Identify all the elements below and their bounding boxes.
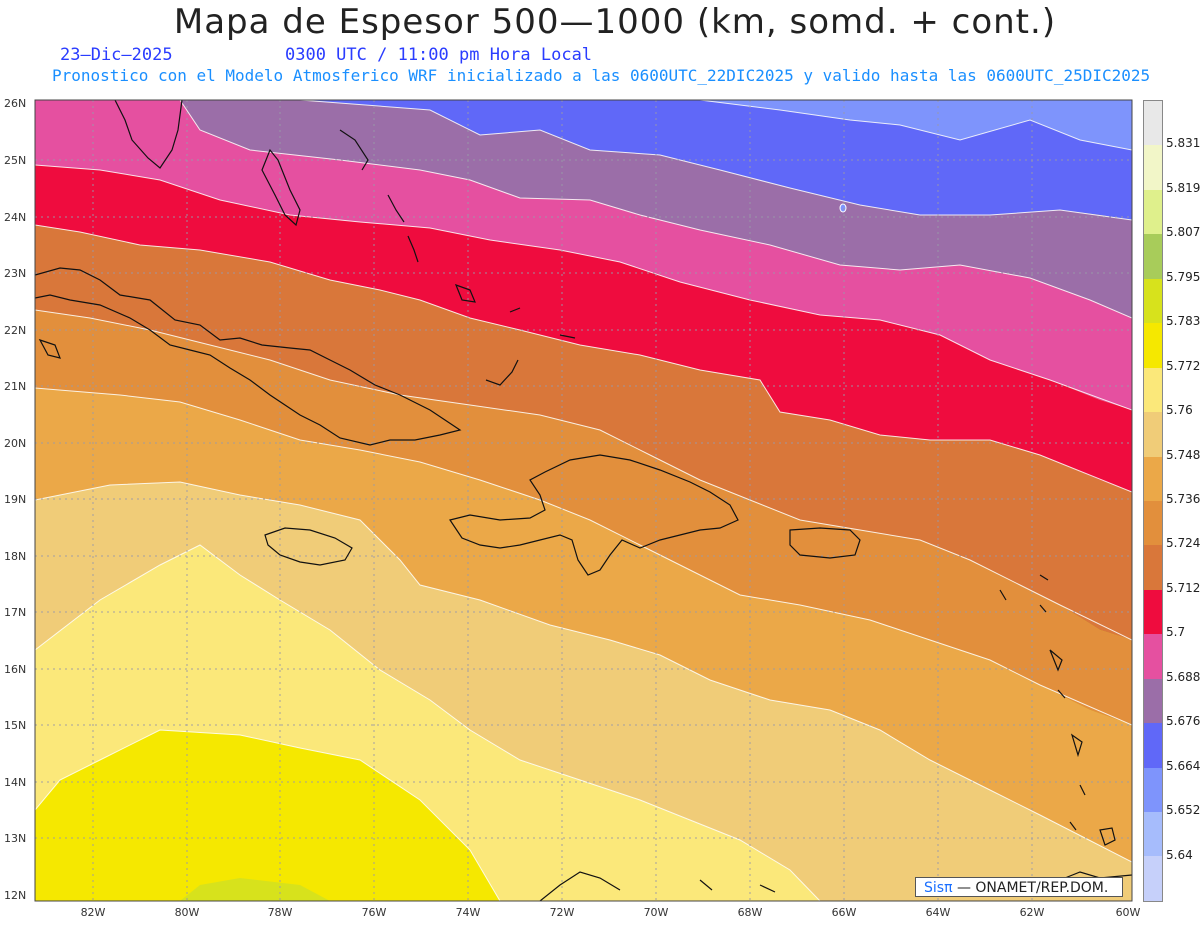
colorbar-swatch <box>1144 367 1162 413</box>
credit-text: — ONAMET/REP.DOM. <box>956 880 1109 896</box>
lon-axis: 82W 80W 78W 76W 74W 72W 70W 68W 66W 64W … <box>81 906 1141 919</box>
band-5712 <box>35 225 1132 640</box>
coast-cuba <box>35 267 462 446</box>
colorbar-label: 5.664 <box>1166 758 1200 773</box>
lon-label: 70W <box>644 906 669 919</box>
band-5700 <box>35 165 1132 492</box>
colorbar-swatch <box>1144 323 1162 368</box>
colorbar-label: 5.819 <box>1166 180 1200 195</box>
colorbar-label: 5.7 <box>1166 625 1186 640</box>
lat-label: 25N <box>4 154 26 167</box>
colorbar-swatch <box>1144 456 1162 501</box>
band-5760 <box>35 545 820 901</box>
band-5783 <box>180 878 330 901</box>
coast-jamaica <box>264 527 353 566</box>
colorbar-swatch <box>1144 234 1162 279</box>
lon-label: 66W <box>832 906 857 919</box>
band-5652 <box>420 100 1132 150</box>
colorbar-swatch <box>1144 278 1162 324</box>
contour-lines <box>35 100 1132 901</box>
colorbar-swatch <box>1144 545 1162 590</box>
credit-box: Sisπ — ONAMET/REP.DOM. <box>915 877 1123 897</box>
band-5772 <box>35 730 500 901</box>
colorbar-swatch <box>1144 678 1162 724</box>
colorbar-label: 5.772 <box>1166 358 1200 373</box>
lat-label: 22N <box>4 324 26 337</box>
colorbar-label: 5.76 <box>1166 403 1193 418</box>
lat-label: 26N <box>4 97 26 110</box>
lat-label: 18N <box>4 550 26 563</box>
lon-label: 78W <box>268 906 293 919</box>
colorbar-swatch <box>1144 412 1162 457</box>
colorbar-label: 5.712 <box>1166 580 1200 595</box>
lon-label: 60W <box>1116 906 1141 919</box>
lat-label: 19N <box>4 493 26 506</box>
colorbar-swatch <box>1144 723 1162 768</box>
colorbar-label: 5.795 <box>1166 269 1200 284</box>
coast-south-america <box>539 871 621 901</box>
colorbar-label: 5.652 <box>1166 803 1200 818</box>
colorbar-label: 5.688 <box>1166 669 1200 684</box>
colorbar-swatch <box>1144 812 1162 857</box>
date-label: 23—Dic—2025 <box>60 45 173 65</box>
map-title: Mapa de Espesor 500—1000 (km, somd. + co… <box>173 2 1057 42</box>
lon-label: 64W <box>926 906 951 919</box>
band-5688 <box>35 100 1132 410</box>
lat-label: 14N <box>4 776 26 789</box>
lat-label: 12N <box>4 889 26 902</box>
colorbar-swatch <box>1144 856 1162 901</box>
colorbar-label: 5.807 <box>1166 225 1200 240</box>
colorbar-label: 5.676 <box>1166 714 1200 729</box>
lon-label: 74W <box>456 906 481 919</box>
lat-label: 24N <box>4 211 26 224</box>
coast-hispaniola <box>449 454 739 576</box>
lat-label: 17N <box>4 606 26 619</box>
coast-puerto-rico <box>789 527 861 559</box>
colorbar-label: 5.783 <box>1166 314 1200 329</box>
time-label: 0300 UTC / 11:00 pm Hora Local <box>285 45 593 65</box>
graticule <box>35 100 1132 901</box>
lat-label: 23N <box>4 267 26 280</box>
colorbar-label: 5.64 <box>1166 847 1193 862</box>
colorbar-label: 5.748 <box>1166 447 1200 462</box>
lat-axis: 26N 25N 24N 23N 22N 21N 20N 19N 18N 17N … <box>4 97 26 902</box>
lat-label: 21N <box>4 380 26 393</box>
band-5736 <box>35 388 1132 862</box>
coastlines <box>35 100 1132 901</box>
plot-frame <box>34 99 1133 902</box>
colorbar-swatch <box>1144 767 1162 812</box>
colorbar-swatch <box>1144 589 1162 635</box>
coast-florida <box>114 100 183 169</box>
colorbar-swatch <box>1144 189 1162 235</box>
band-5664 <box>200 100 1132 220</box>
band-5724 <box>35 310 1132 725</box>
lon-label: 76W <box>362 906 387 919</box>
colorbar <box>1143 100 1163 902</box>
colorbar-swatch <box>1144 634 1162 679</box>
lon-label: 72W <box>550 906 575 919</box>
sispi-logo: Sisπ <box>924 880 953 896</box>
lon-label: 68W <box>738 906 763 919</box>
colorbar-label: 5.724 <box>1166 536 1200 551</box>
lat-label: 16N <box>4 663 26 676</box>
colorbar-label: 5.736 <box>1166 492 1200 506</box>
lon-label: 80W <box>175 906 200 919</box>
colorbar-swatch <box>1144 101 1162 146</box>
lon-label: 62W <box>1020 906 1045 919</box>
lat-label: 13N <box>4 832 26 845</box>
lat-label: 20N <box>4 437 26 450</box>
colorbar-swatch <box>1144 500 1162 546</box>
colorbar-swatch <box>1144 145 1162 190</box>
lon-label: 82W <box>81 906 106 919</box>
lat-label: 15N <box>4 719 26 732</box>
band-5748 <box>35 482 1132 901</box>
colorbar-label: 5.831 <box>1166 136 1200 151</box>
model-run-label: Pronostico con el Modelo Atmosferico WRF… <box>52 66 1151 85</box>
